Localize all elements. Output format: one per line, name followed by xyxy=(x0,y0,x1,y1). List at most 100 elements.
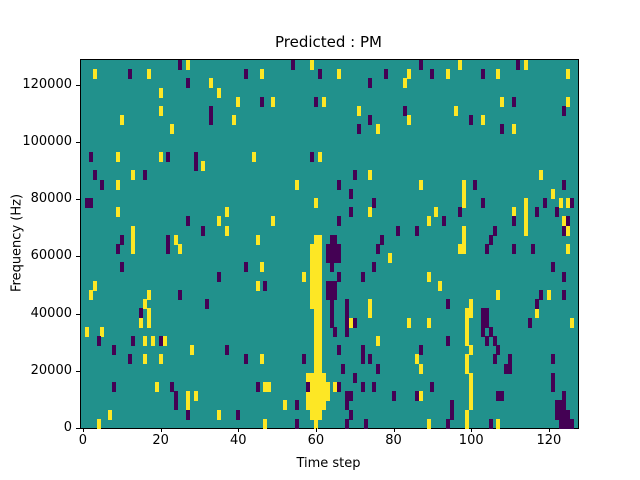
heatmap-cell-low xyxy=(139,308,144,319)
heatmap-cell-low xyxy=(368,354,373,365)
heatmap-cell-low xyxy=(484,244,489,254)
heatmap-cell-high xyxy=(321,382,326,392)
heatmap-cell-low xyxy=(329,290,334,300)
heatmap-cell-high xyxy=(465,363,470,374)
heatmap-cell-low xyxy=(352,170,357,181)
heatmap-cell-low xyxy=(112,382,117,392)
heatmap-cell-high xyxy=(317,262,322,273)
heatmap-cell-low xyxy=(178,60,183,70)
heatmap-cell-low xyxy=(395,225,400,236)
heatmap-cell-high xyxy=(321,96,326,107)
heatmap-cell-low xyxy=(430,69,435,80)
heatmap-cell-low xyxy=(313,96,318,107)
heatmap-cell-high xyxy=(313,244,318,254)
heatmap-cell-high xyxy=(150,336,155,346)
heatmap-cell-high xyxy=(321,391,326,402)
heatmap-cell-high xyxy=(317,317,322,328)
heatmap-cell-low xyxy=(403,106,408,116)
heatmap-cell-high xyxy=(426,418,431,429)
heatmap-cell-high xyxy=(139,317,144,328)
heatmap-cell-high xyxy=(313,354,318,365)
heatmap-cell-high xyxy=(259,354,264,365)
heatmap-cell-low xyxy=(504,363,509,374)
heatmap-cell-high xyxy=(418,363,423,374)
heatmap-cell-high xyxy=(465,308,470,319)
heatmap-cell-high xyxy=(310,253,315,264)
heatmap-cell-high xyxy=(310,280,315,291)
y-tick-label: 120000 xyxy=(22,76,72,92)
heatmap-cell-high xyxy=(317,326,322,337)
heatmap-cell-high xyxy=(368,170,373,181)
heatmap-cell-low xyxy=(535,207,540,218)
heatmap-cell-low xyxy=(500,391,505,402)
heatmap-cell-low xyxy=(496,345,501,356)
y-tick xyxy=(76,313,80,315)
heatmap-cell-high xyxy=(461,244,466,254)
x-tick-label: 40 xyxy=(229,433,247,448)
heatmap-cell-low xyxy=(329,317,334,328)
heatmap-cell-high xyxy=(313,253,318,264)
heatmap-cell-low xyxy=(333,326,338,337)
heatmap-cell-low xyxy=(449,400,454,411)
heatmap-cell-low xyxy=(500,124,505,135)
heatmap-cell-high xyxy=(570,317,575,328)
heatmap-cell-low xyxy=(368,115,373,126)
heatmap-cell-high xyxy=(465,418,470,429)
heatmap-cell-high xyxy=(313,317,318,328)
heatmap-cell-low xyxy=(488,326,493,337)
heatmap-cell-high xyxy=(317,290,322,300)
heatmap-cell-low xyxy=(337,179,342,190)
heatmap-cell-low xyxy=(348,409,353,420)
heatmap-cell-low xyxy=(294,418,299,429)
heatmap-cell-high xyxy=(224,207,229,218)
heatmap-cell-high xyxy=(313,363,318,374)
heatmap-cell-high xyxy=(461,179,466,190)
heatmap-cell-low xyxy=(558,409,563,420)
heatmap-cell-high xyxy=(539,170,544,181)
heatmap-cell-low xyxy=(333,290,338,300)
heatmap-cell-low xyxy=(236,409,241,420)
heatmap-cell-high xyxy=(158,152,163,162)
heatmap-cell-high xyxy=(310,60,315,70)
heatmap-cell-low xyxy=(356,124,361,135)
heatmap-cell-low xyxy=(201,225,206,236)
heatmap-cell-high xyxy=(317,244,322,254)
heatmap-cell-high xyxy=(453,106,458,116)
heatmap-cell-low xyxy=(508,363,513,374)
heatmap-cell-high xyxy=(566,69,571,80)
heatmap-cell-high xyxy=(317,253,322,264)
heatmap-cell-low xyxy=(185,216,190,227)
heatmap-cell-high xyxy=(115,207,120,218)
heatmap-cell-low xyxy=(337,216,342,227)
heatmap-cell-low xyxy=(484,317,489,328)
heatmap-cell-low xyxy=(310,152,315,162)
heatmap-cell-high xyxy=(115,179,120,190)
heatmap-cell-high xyxy=(496,290,501,300)
heatmap-cell-high xyxy=(376,124,381,135)
heatmap-cell-low xyxy=(100,179,105,190)
heatmap-cell-low xyxy=(345,299,350,310)
heatmap-cell-high xyxy=(558,198,563,208)
heatmap-cell-high xyxy=(496,418,501,429)
y-tick-label: 60000 xyxy=(30,248,72,264)
heatmap-cell-high xyxy=(333,382,338,392)
heatmap-cell-high xyxy=(115,152,120,162)
heatmap-cell-low xyxy=(566,418,571,429)
heatmap-cell-low xyxy=(515,60,520,70)
heatmap-cell-high xyxy=(445,69,450,80)
heatmap-cell-low xyxy=(185,409,190,420)
chart-title: Predicted : PM xyxy=(275,33,382,51)
heatmap-cell-low xyxy=(562,106,567,116)
heatmap-cell-high xyxy=(310,391,315,402)
heatmap-cell-high xyxy=(313,409,318,420)
heatmap-cell-high xyxy=(461,225,466,236)
heatmap-cell-low xyxy=(496,391,501,402)
heatmap-cell-low xyxy=(115,244,120,254)
heatmap-cell-high xyxy=(511,207,516,218)
heatmap-cell-low xyxy=(193,161,198,172)
heatmap-cell-low xyxy=(488,234,493,245)
heatmap-cell-low xyxy=(352,372,357,383)
heatmap-cell-high xyxy=(317,299,322,310)
heatmap-cell-high xyxy=(317,345,322,356)
y-axis-label: Frequency (Hz) xyxy=(9,193,25,293)
